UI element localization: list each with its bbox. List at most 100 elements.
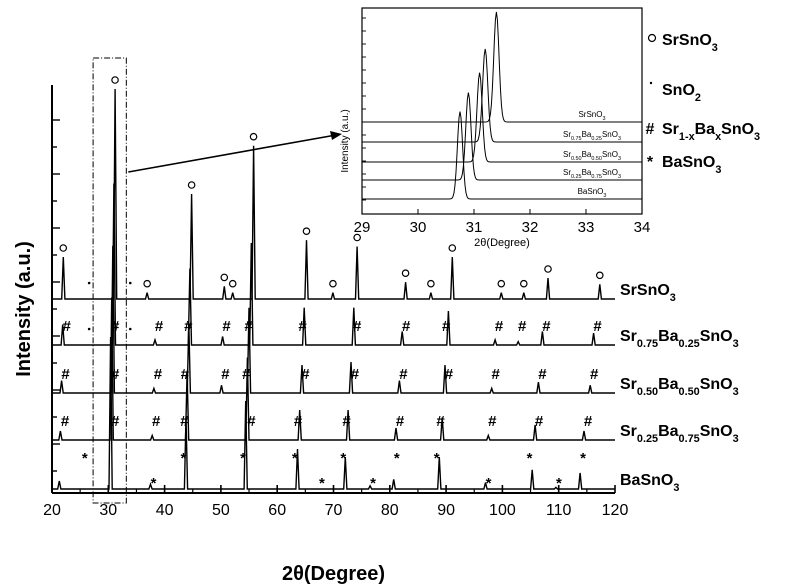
marker-circle	[228, 279, 237, 288]
marker-dot	[87, 281, 91, 285]
inset-x-tick-label-34: 34	[634, 219, 651, 236]
marker-circle	[249, 132, 258, 141]
main-plot: 20 30 40 50 60 70 80 90 100 110 120 2θ(Degree) Inten…	[13, 57, 739, 585]
trace-sr0-75ba0-25sno3	[52, 183, 615, 346]
marker-hash: #	[152, 413, 161, 430]
trace-sr0-50ba0-50sno3	[52, 245, 615, 394]
marker-circle	[353, 233, 361, 242]
x-tick-label-50: 50	[212, 502, 230, 519]
inset-series-label-sr0-25ba0-75sno3: Sr0.25Ba0.75SnO3	[563, 168, 621, 180]
inset-x-tick-label-29: 29	[354, 219, 371, 236]
inset-x-axis-label: 2θ(Degree)	[474, 237, 530, 249]
inset-series-label-srsno3: SrSnO3	[578, 110, 605, 122]
marker-circle	[497, 279, 506, 288]
inset-series-label-sr0-75ba0-25sno3: Sr0.75Ba0.25SnO3	[563, 130, 621, 142]
marker-star: *	[180, 450, 186, 467]
marker-circle	[544, 265, 552, 273]
marker-star: *	[486, 475, 492, 492]
x-tick-label-100: 100	[489, 502, 516, 519]
trace-sr0-25ba0-75sno3	[52, 297, 615, 441]
marker-circle	[519, 279, 528, 288]
x-tick-label-60: 60	[268, 502, 286, 519]
inset-trace-sr0-25ba0-75sno3	[362, 92, 642, 181]
marker-dot	[128, 281, 132, 285]
inset-trace-srsno3	[362, 11, 642, 123]
series-label-sr0-75ba0-25sno3: Sr0.75Ba0.25SnO3	[620, 328, 739, 350]
marker-hash: #	[518, 318, 527, 335]
inset-trace-sr0-50ba0-50sno3	[362, 72, 642, 163]
legend-symbol-dot	[649, 81, 653, 85]
inset-trace-basno3	[362, 111, 642, 200]
marker-hash: #	[294, 413, 303, 430]
marker-hash: #	[61, 366, 70, 383]
marker-hash: #	[399, 366, 408, 383]
series-label-basno3: BaSnO3	[620, 472, 679, 494]
trace-srsno3	[52, 88, 615, 300]
marker-hash: #	[353, 318, 362, 335]
marker-dot	[128, 327, 132, 331]
marker-circle	[427, 279, 435, 288]
marker-circle	[59, 244, 68, 252]
series-label-sr0-25ba0-75sno3: Sr0.25Ba0.75SnO3	[620, 423, 739, 445]
marker-hash: #	[535, 413, 544, 430]
x-axis-label: 2θ(Degree)	[282, 563, 385, 585]
marker-hash: #	[61, 413, 70, 430]
marker-hash: #	[593, 318, 602, 335]
marker-hash: #	[342, 413, 351, 430]
marker-hash: #	[351, 366, 360, 383]
marker-hash: #	[542, 318, 551, 335]
marker-hash: #	[111, 413, 120, 430]
marker-hash: #	[495, 318, 504, 335]
legend-symbol-circle	[647, 33, 657, 43]
marker-star: *	[394, 450, 400, 467]
inset-series-label-sr0-50ba0-50sno3: Sr0.50Ba0.50SnO3	[563, 150, 621, 162]
marker-circle	[143, 279, 151, 288]
inset-plot: 29 30 31 32 33 34 2θ(Degree) Intensity (a.u.) Sr…	[340, 7, 651, 249]
zoom-arrow-head	[330, 131, 342, 140]
trace-basno3	[52, 336, 615, 490]
marker-star: *	[556, 475, 562, 492]
legend-label-3: BaSnO3	[662, 154, 721, 176]
marker-hash: #	[181, 366, 190, 383]
x-tick-label-20: 20	[43, 502, 61, 519]
marker-hash: #	[111, 366, 120, 383]
marker-circle	[448, 244, 457, 252]
marker-hash: #	[63, 318, 72, 335]
marker-hash: #	[155, 318, 164, 335]
marker-star: *	[434, 450, 440, 467]
marker-star: *	[240, 450, 246, 467]
legend-label-0: SrSnO3	[662, 32, 718, 54]
legend-label-2: Sr1-xBaxSnO3	[662, 121, 760, 143]
marker-star: *	[370, 475, 376, 492]
x-tick-label-90: 90	[437, 502, 455, 519]
x-tick-label-40: 40	[156, 502, 174, 519]
x-tick-label-110: 110	[546, 502, 572, 519]
marker-circle	[187, 181, 196, 189]
marker-star: *	[82, 450, 88, 467]
marker-hash: #	[590, 366, 599, 383]
marker-circle	[220, 273, 229, 282]
marker-hash: #	[298, 318, 307, 335]
marker-hash: #	[222, 318, 231, 335]
legend-symbol-star: *	[647, 154, 654, 171]
x-tick-label-120: 120	[602, 502, 629, 519]
zoom-selection-box	[92, 57, 127, 504]
marker-star: *	[580, 450, 586, 467]
marker-hash: #	[396, 413, 405, 430]
marker-hash: #	[247, 413, 256, 430]
x-tick-label-70: 70	[325, 502, 343, 519]
inset-series-label-basno3: BaSnO3	[578, 187, 607, 199]
marker-hash: #	[154, 366, 163, 383]
marker-hash: #	[301, 366, 310, 383]
y-axis-label: Intensity (a.u.)	[13, 241, 35, 377]
inset-x-tick-label-31: 31	[466, 219, 483, 236]
inset-x-tick-label-32: 32	[522, 219, 539, 236]
marker-star: *	[527, 450, 533, 467]
marker-hash: #	[538, 366, 547, 383]
marker-hash: #	[442, 318, 451, 335]
marker-circle	[595, 271, 604, 280]
marker-hash: #	[488, 413, 497, 430]
marker-hash: #	[445, 366, 454, 383]
marker-hash: #	[402, 318, 411, 335]
